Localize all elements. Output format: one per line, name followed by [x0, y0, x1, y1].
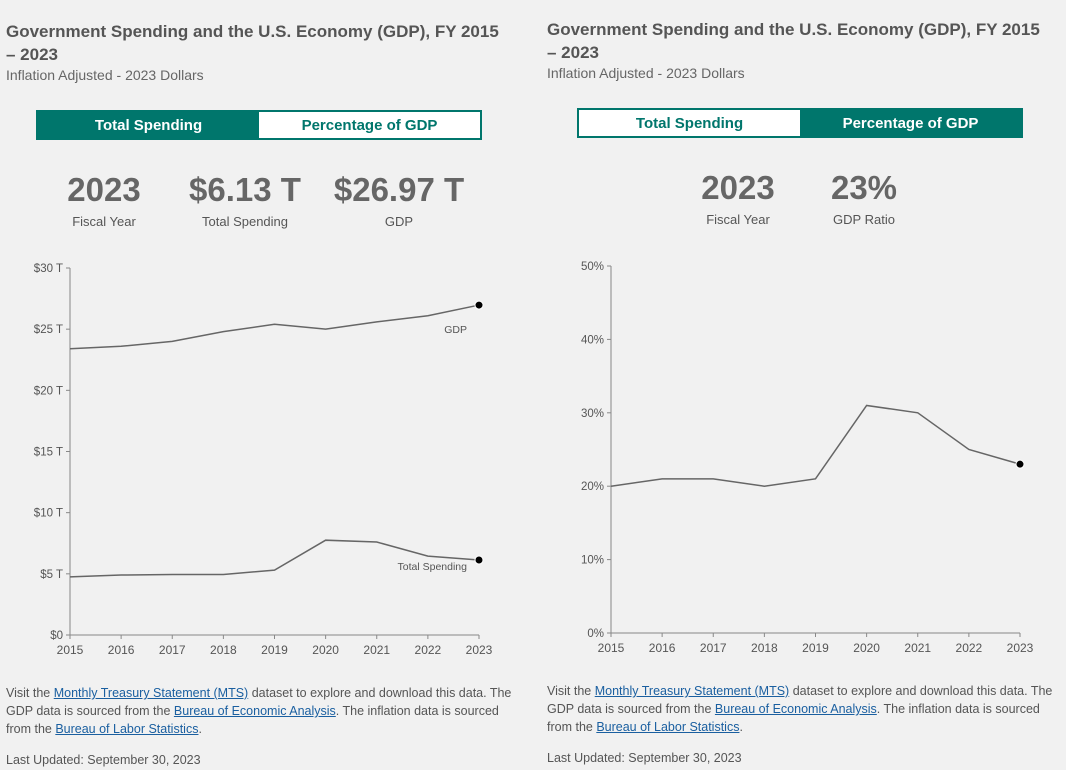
- stat-label: Fiscal Year: [72, 214, 136, 229]
- y-tick-label: 50%: [581, 261, 604, 273]
- series-label: GDP: [444, 324, 467, 336]
- gdp-ratio-panel: Government Spending and the U.S. Economy…: [547, 0, 1066, 770]
- total-spending-stat: $6.13 T Total Spending: [189, 171, 301, 230]
- view-toggle: Total Spending Percentage of GDP: [36, 110, 482, 140]
- series-line-0: [610, 404, 1021, 487]
- percentage-gdp-tab[interactable]: Percentage of GDP: [800, 110, 1021, 136]
- bea-link[interactable]: Bureau of Economic Analysis: [714, 702, 877, 716]
- fiscal-year-stat: 2023 Fiscal Year: [67, 171, 141, 230]
- stat-value: $6.13 T: [189, 171, 301, 208]
- x-tick-label: 2015: [57, 643, 84, 657]
- footer-text: dataset to explore and download this dat…: [547, 684, 1053, 716]
- stat-label: Fiscal Year: [706, 212, 770, 227]
- end-point-marker: [474, 300, 484, 310]
- mts-link[interactable]: Monthly Treasury Statement (MTS): [594, 684, 790, 698]
- footer-text: Visit the: [6, 686, 54, 700]
- y-tick-label: $20 T: [34, 385, 63, 397]
- y-tick-label: $25 T: [34, 324, 63, 336]
- x-tick-label: 2023: [466, 643, 493, 657]
- x-tick-label: 2018: [751, 641, 778, 655]
- x-tick-label: 2021: [904, 641, 931, 655]
- y-tick-label: $15 T: [34, 447, 63, 459]
- x-tick-label: 2016: [649, 641, 676, 655]
- stat-value: $26.97 T: [333, 171, 465, 208]
- x-tick-label: 2018: [210, 643, 237, 657]
- series-label: Total Spending: [398, 561, 468, 573]
- chart-subtitle: Inflation Adjusted - 2023 Dollars: [6, 67, 204, 83]
- fiscal-year-stat: 2023 Fiscal Year: [701, 169, 775, 228]
- chart-title: Government Spending and the U.S. Economy…: [547, 20, 1040, 62]
- y-tick-label: $30 T: [34, 263, 63, 275]
- end-point-marker: [474, 555, 484, 565]
- x-tick-label: 2019: [802, 641, 829, 655]
- stat-value: 2023: [67, 171, 141, 208]
- bls-link[interactable]: Bureau of Labor Statistics: [596, 720, 740, 734]
- y-tick-label: $10 T: [34, 508, 63, 520]
- last-updated: Last Updated: September 30, 2023: [6, 753, 201, 767]
- spending-gdp-line-chart: $0 $5 T $10 T $15 T $20 T $25 T $30 T 2015 2016 2…: [34, 263, 493, 657]
- footer-text: .: [198, 722, 202, 736]
- percentage-gdp-tab[interactable]: Percentage of GDP: [259, 112, 480, 138]
- stat-label: GDP: [384, 214, 414, 229]
- x-tick-label: 2017: [700, 641, 727, 655]
- end-point-marker: [1015, 459, 1025, 469]
- view-toggle: Total Spending Percentage of GDP: [577, 108, 1023, 138]
- chart-title: Government Spending and the U.S. Economy…: [6, 22, 499, 64]
- x-tick-label: 2016: [108, 643, 135, 657]
- last-updated: Last Updated: September 30, 2023: [547, 751, 742, 765]
- footer-text: .: [739, 720, 743, 734]
- x-tick-label: 2017: [159, 643, 186, 657]
- y-tick-label: 20%: [581, 481, 604, 493]
- footer-text: . The inflation data is sourced from the: [547, 702, 1040, 734]
- y-tick-label: 40%: [581, 334, 604, 346]
- x-tick-label: 2021: [363, 643, 390, 657]
- x-tick-label: 2015: [598, 641, 625, 655]
- x-tick-label: 2023: [1007, 641, 1034, 655]
- stat-label: Total Spending: [201, 214, 289, 229]
- y-tick-label: 30%: [581, 408, 604, 420]
- chart-subtitle: Inflation Adjusted - 2023 Dollars: [547, 65, 745, 81]
- y-tick-label: 10%: [581, 555, 604, 567]
- footer-text: . The inflation data is sourced from the: [6, 704, 499, 736]
- x-tick-label: 2019: [261, 643, 288, 657]
- footer-text: dataset to explore and download this dat…: [6, 686, 512, 718]
- bls-link[interactable]: Bureau of Labor Statistics: [55, 722, 199, 736]
- series-line-total-spending: [69, 539, 480, 578]
- gdp-ratio-line-chart: 0% 10% 20% 30% 40% 50% 2015 2016 2017 2018 2019 202…: [581, 261, 1034, 655]
- total-spending-tab[interactable]: Total Spending: [579, 110, 800, 136]
- data-source-note: Visit the Monthly Treasury Statement (MT…: [547, 682, 1066, 736]
- mts-link[interactable]: Monthly Treasury Statement (MTS): [53, 686, 249, 700]
- stat-value: 2023: [701, 169, 775, 206]
- x-tick-label: 2022: [956, 641, 983, 655]
- bea-link[interactable]: Bureau of Economic Analysis: [173, 704, 336, 718]
- data-source-note: Visit the Monthly Treasury Statement (MT…: [6, 684, 526, 738]
- stat-label: GDP Ratio: [833, 212, 895, 227]
- x-tick-label: 2022: [415, 643, 442, 657]
- total-spending-tab[interactable]: Total Spending: [38, 112, 259, 138]
- gdp-ratio-stat: 23% GDP Ratio: [830, 169, 898, 228]
- spending-panel: Government Spending and the U.S. Economy…: [6, 0, 531, 770]
- y-tick-label: $0: [50, 630, 63, 642]
- footer-text: Visit the: [547, 684, 595, 698]
- x-tick-label: 2020: [853, 641, 880, 655]
- x-tick-label: 2020: [312, 643, 339, 657]
- series-line-gdp: [69, 304, 480, 350]
- y-tick-label: 0%: [587, 628, 604, 640]
- stat-value: 23%: [830, 169, 898, 206]
- y-tick-label: $5 T: [40, 569, 63, 581]
- gdp-stat: $26.97 T GDP: [333, 171, 465, 230]
